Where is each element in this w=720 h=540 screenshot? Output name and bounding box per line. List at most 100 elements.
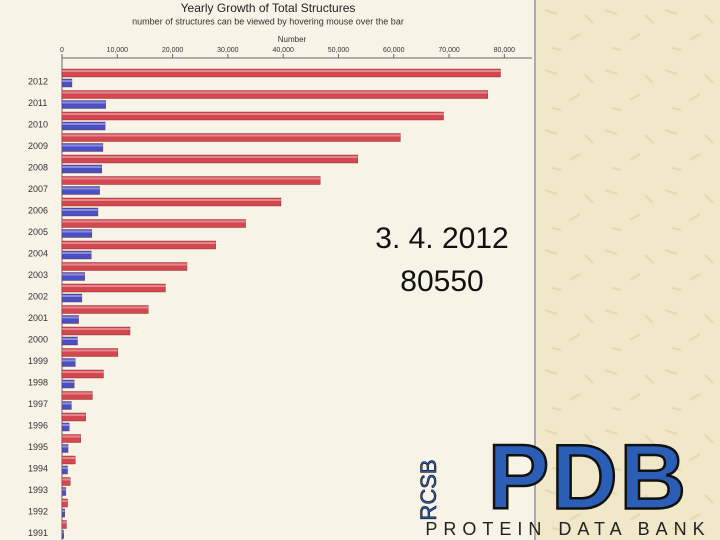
x-tick-label: 20,000 bbox=[162, 47, 184, 54]
bar bbox=[61, 143, 104, 152]
bar-highlight bbox=[62, 521, 67, 524]
bar bbox=[61, 100, 106, 109]
y-tick-label: 1995 bbox=[28, 442, 48, 452]
y-tick-label: 1998 bbox=[28, 377, 48, 387]
bar-highlight bbox=[62, 91, 488, 94]
bar-highlight bbox=[62, 306, 149, 309]
y-tick-label: 2006 bbox=[28, 205, 48, 215]
bar-highlight bbox=[62, 113, 444, 115]
bar-highlight bbox=[62, 101, 106, 104]
y-tick-label: 1996 bbox=[28, 420, 48, 430]
y-tick-label: 2005 bbox=[28, 227, 48, 237]
bar bbox=[61, 197, 282, 207]
bar bbox=[61, 422, 70, 432]
logo-name: PDB bbox=[488, 426, 688, 528]
bar-highlight bbox=[62, 144, 103, 147]
y-tick-label: 2000 bbox=[28, 334, 48, 344]
y-tick-label: 2009 bbox=[28, 141, 48, 151]
bar bbox=[61, 164, 103, 174]
bar-highlight bbox=[62, 209, 98, 211]
bar-highlight bbox=[62, 328, 131, 330]
bar bbox=[61, 348, 119, 357]
y-tick-label: 2007 bbox=[28, 184, 48, 194]
bar-highlight bbox=[62, 467, 68, 469]
bar-highlight bbox=[62, 220, 246, 223]
bar bbox=[61, 379, 75, 389]
chart-title: Yearly Growth of Total Structures bbox=[181, 1, 356, 15]
bar bbox=[61, 229, 93, 238]
bar bbox=[61, 434, 81, 443]
bar-highlight bbox=[62, 457, 76, 459]
bar-highlight bbox=[62, 488, 66, 491]
bar-highlight bbox=[62, 402, 72, 405]
y-tick-label: 2010 bbox=[28, 119, 48, 129]
y-tick-label: 2012 bbox=[28, 76, 48, 86]
bar bbox=[61, 207, 99, 217]
x-tick-label: 50,000 bbox=[328, 47, 350, 54]
bar bbox=[61, 293, 83, 303]
logo-org: RCSB bbox=[416, 459, 441, 520]
bar bbox=[61, 498, 68, 508]
bar bbox=[61, 78, 73, 88]
bar bbox=[61, 305, 149, 314]
bar-highlight bbox=[62, 338, 78, 340]
bar bbox=[61, 444, 69, 453]
bar-highlight bbox=[62, 187, 100, 190]
bar bbox=[61, 465, 68, 475]
bar-highlight bbox=[62, 295, 82, 297]
bar-highlight bbox=[62, 242, 216, 244]
bar-highlight bbox=[62, 500, 68, 502]
bar bbox=[61, 358, 76, 367]
bar bbox=[61, 336, 78, 346]
x-axis-label: Number bbox=[278, 35, 307, 44]
bar bbox=[61, 133, 401, 142]
bar-highlight bbox=[62, 445, 69, 448]
bar bbox=[61, 487, 67, 496]
y-tick-label: 2008 bbox=[28, 162, 48, 172]
bar-highlight bbox=[62, 510, 65, 512]
bar-highlight bbox=[62, 230, 92, 233]
y-tick-label: 1992 bbox=[28, 506, 48, 516]
y-tick-label: 2002 bbox=[28, 291, 48, 301]
x-tick-label: 70,000 bbox=[438, 47, 460, 54]
bar-highlight bbox=[62, 273, 85, 276]
bar bbox=[61, 315, 79, 324]
x-tick-label: 0 bbox=[60, 47, 64, 54]
bar-highlight bbox=[62, 435, 81, 438]
y-tick-label: 1993 bbox=[28, 485, 48, 495]
bar bbox=[61, 401, 72, 410]
annotation-count: 80550 bbox=[400, 265, 483, 298]
bar-highlight bbox=[62, 199, 281, 201]
bar-highlight bbox=[62, 156, 358, 158]
y-tick-label: 1991 bbox=[28, 528, 48, 538]
bar-highlight bbox=[62, 371, 104, 373]
bar bbox=[61, 283, 166, 293]
bar-highlight bbox=[62, 392, 93, 395]
bar-highlight bbox=[62, 424, 70, 426]
bar bbox=[61, 186, 100, 195]
bar bbox=[61, 520, 67, 529]
annotation-date: 3. 4. 2012 bbox=[375, 222, 508, 255]
bar-highlight bbox=[62, 414, 86, 416]
bar bbox=[61, 154, 359, 164]
bar-highlight bbox=[62, 478, 71, 481]
bar bbox=[61, 240, 216, 250]
bar-highlight bbox=[62, 381, 75, 383]
logo-full-name: PROTEIN DATA BANK bbox=[425, 519, 710, 539]
bar bbox=[61, 326, 131, 336]
bar-highlight bbox=[62, 166, 102, 168]
bar bbox=[61, 121, 106, 131]
bar bbox=[61, 262, 188, 271]
bar bbox=[61, 369, 104, 379]
chart-subtitle: number of structures can be viewed by ho… bbox=[132, 16, 404, 26]
bar-highlight bbox=[62, 349, 118, 352]
bar bbox=[61, 68, 501, 78]
y-tick-label: 2004 bbox=[28, 248, 48, 258]
y-tick-label: 2011 bbox=[28, 98, 47, 108]
bar bbox=[61, 391, 93, 400]
bar-highlight bbox=[62, 134, 401, 137]
bar-highlight bbox=[62, 531, 64, 534]
bar-highlight bbox=[62, 316, 79, 319]
bar-highlight bbox=[62, 252, 92, 254]
